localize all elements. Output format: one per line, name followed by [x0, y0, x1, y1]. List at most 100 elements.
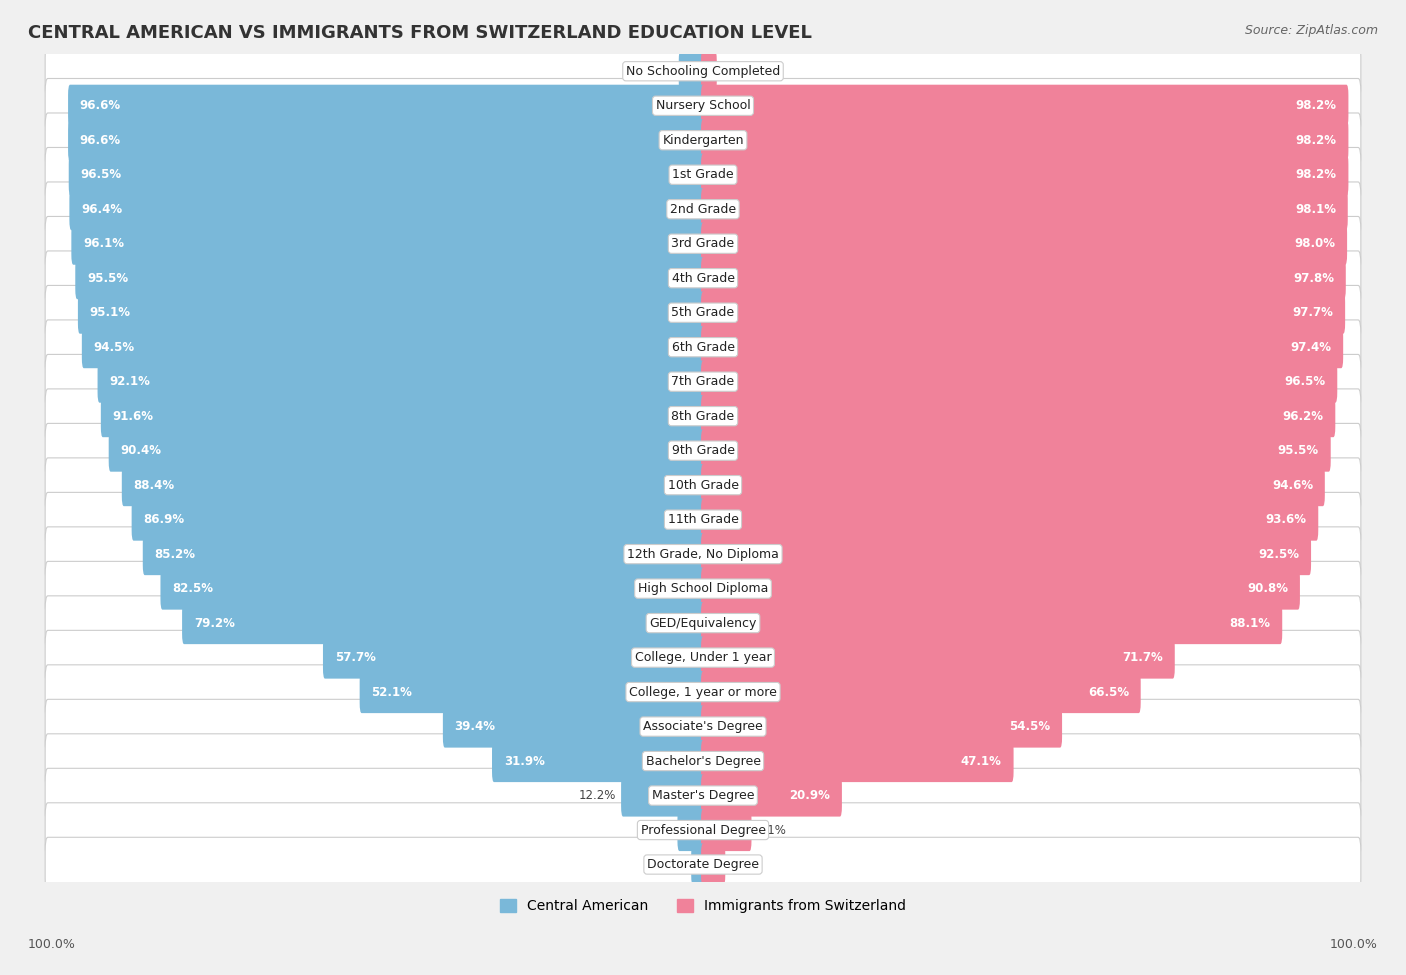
FancyBboxPatch shape [97, 361, 704, 403]
Text: College, Under 1 year: College, Under 1 year [634, 651, 772, 664]
FancyBboxPatch shape [702, 50, 717, 93]
Text: 98.2%: 98.2% [1295, 134, 1337, 146]
FancyBboxPatch shape [702, 533, 1310, 575]
Text: 100.0%: 100.0% [28, 938, 76, 951]
FancyBboxPatch shape [702, 119, 1348, 161]
FancyBboxPatch shape [67, 119, 704, 161]
FancyBboxPatch shape [143, 533, 704, 575]
Text: 100.0%: 100.0% [1330, 938, 1378, 951]
Text: 98.2%: 98.2% [1295, 169, 1337, 181]
Text: 95.5%: 95.5% [87, 272, 128, 285]
Text: 3.4%: 3.4% [644, 64, 673, 78]
Text: 98.2%: 98.2% [1295, 99, 1337, 112]
FancyBboxPatch shape [702, 498, 1319, 541]
FancyBboxPatch shape [702, 637, 1175, 679]
Text: 90.4%: 90.4% [121, 445, 162, 457]
FancyBboxPatch shape [45, 423, 1361, 478]
Text: 96.1%: 96.1% [83, 237, 124, 251]
FancyBboxPatch shape [69, 154, 704, 196]
Text: 57.7%: 57.7% [335, 651, 375, 664]
FancyBboxPatch shape [67, 85, 704, 127]
FancyBboxPatch shape [702, 774, 842, 817]
Text: 97.8%: 97.8% [1294, 272, 1334, 285]
Text: 98.0%: 98.0% [1295, 237, 1336, 251]
FancyBboxPatch shape [45, 182, 1361, 237]
FancyBboxPatch shape [108, 430, 704, 472]
FancyBboxPatch shape [360, 671, 704, 713]
Text: High School Diploma: High School Diploma [638, 582, 768, 595]
FancyBboxPatch shape [678, 809, 704, 851]
FancyBboxPatch shape [45, 389, 1361, 444]
Text: 1.8%: 1.8% [721, 64, 751, 78]
FancyBboxPatch shape [702, 85, 1348, 127]
Text: 92.1%: 92.1% [110, 375, 150, 388]
Text: 2nd Grade: 2nd Grade [669, 203, 737, 215]
FancyBboxPatch shape [492, 740, 704, 782]
FancyBboxPatch shape [702, 257, 1346, 299]
FancyBboxPatch shape [82, 326, 704, 369]
Text: 88.4%: 88.4% [134, 479, 174, 491]
Text: 91.6%: 91.6% [112, 410, 153, 422]
FancyBboxPatch shape [702, 464, 1324, 506]
FancyBboxPatch shape [45, 147, 1361, 202]
Text: 96.5%: 96.5% [1284, 375, 1326, 388]
Text: 10th Grade: 10th Grade [668, 479, 738, 491]
FancyBboxPatch shape [45, 734, 1361, 789]
FancyBboxPatch shape [45, 113, 1361, 168]
Text: 9th Grade: 9th Grade [672, 445, 734, 457]
FancyBboxPatch shape [702, 222, 1347, 265]
Text: 39.4%: 39.4% [454, 721, 496, 733]
FancyBboxPatch shape [323, 637, 704, 679]
Text: 3.6%: 3.6% [643, 824, 673, 837]
Text: 95.5%: 95.5% [1278, 445, 1319, 457]
Text: 96.4%: 96.4% [82, 203, 122, 215]
Text: Bachelor's Degree: Bachelor's Degree [645, 755, 761, 767]
Text: 96.6%: 96.6% [80, 134, 121, 146]
Text: 94.5%: 94.5% [94, 340, 135, 354]
Text: 20.9%: 20.9% [789, 789, 830, 802]
FancyBboxPatch shape [702, 292, 1346, 333]
FancyBboxPatch shape [702, 671, 1140, 713]
Text: GED/Equivalency: GED/Equivalency [650, 616, 756, 630]
Text: Associate's Degree: Associate's Degree [643, 721, 763, 733]
FancyBboxPatch shape [45, 251, 1361, 305]
FancyBboxPatch shape [702, 740, 1014, 782]
Legend: Central American, Immigrants from Switzerland: Central American, Immigrants from Switze… [492, 892, 914, 920]
FancyBboxPatch shape [45, 838, 1361, 892]
Text: 7.1%: 7.1% [756, 824, 786, 837]
FancyBboxPatch shape [679, 50, 704, 93]
Text: 1.5%: 1.5% [657, 858, 686, 871]
Text: 96.5%: 96.5% [80, 169, 122, 181]
FancyBboxPatch shape [77, 292, 704, 333]
FancyBboxPatch shape [45, 802, 1361, 857]
Text: 93.6%: 93.6% [1265, 513, 1306, 526]
Text: 3rd Grade: 3rd Grade [672, 237, 734, 251]
Text: Kindergarten: Kindergarten [662, 134, 744, 146]
FancyBboxPatch shape [45, 216, 1361, 271]
FancyBboxPatch shape [160, 567, 704, 609]
Text: 85.2%: 85.2% [155, 548, 195, 561]
FancyBboxPatch shape [45, 320, 1361, 374]
Text: 7th Grade: 7th Grade [672, 375, 734, 388]
FancyBboxPatch shape [72, 222, 704, 265]
FancyBboxPatch shape [702, 361, 1337, 403]
FancyBboxPatch shape [702, 567, 1301, 609]
Text: No Schooling Completed: No Schooling Completed [626, 64, 780, 78]
Text: College, 1 year or more: College, 1 year or more [628, 685, 778, 698]
FancyBboxPatch shape [45, 562, 1361, 616]
FancyBboxPatch shape [702, 326, 1343, 369]
Text: 88.1%: 88.1% [1229, 616, 1271, 630]
Text: 92.5%: 92.5% [1258, 548, 1299, 561]
Text: 3.1%: 3.1% [730, 858, 759, 871]
FancyBboxPatch shape [45, 79, 1361, 133]
FancyBboxPatch shape [45, 286, 1361, 340]
Text: 96.6%: 96.6% [80, 99, 121, 112]
Text: Source: ZipAtlas.com: Source: ZipAtlas.com [1244, 24, 1378, 37]
FancyBboxPatch shape [122, 464, 704, 506]
Text: 82.5%: 82.5% [173, 582, 214, 595]
Text: 71.7%: 71.7% [1122, 651, 1163, 664]
FancyBboxPatch shape [132, 498, 704, 541]
Text: 12th Grade, No Diploma: 12th Grade, No Diploma [627, 548, 779, 561]
FancyBboxPatch shape [45, 458, 1361, 513]
FancyBboxPatch shape [692, 843, 704, 885]
